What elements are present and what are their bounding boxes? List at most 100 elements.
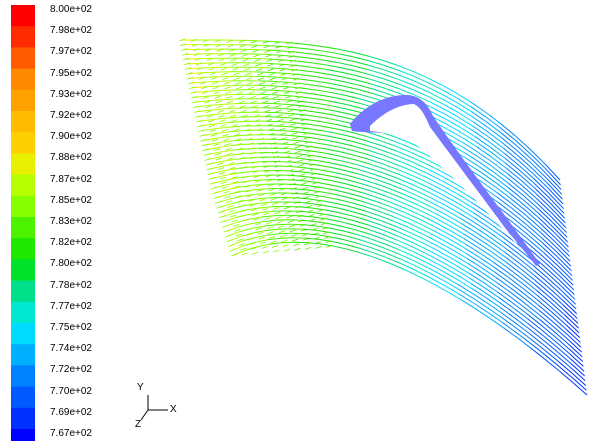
pathline-tick — [315, 245, 322, 249]
pathline-tick — [250, 246, 257, 250]
pathline-segment — [275, 94, 290, 97]
pathline-segment — [435, 231, 451, 241]
pathline-segment — [455, 273, 471, 284]
pathline-segment — [459, 298, 475, 309]
blade-inner-profile — [370, 104, 520, 248]
pathline-segment — [402, 193, 418, 201]
pathline-tick — [259, 198, 266, 202]
pathline-segment — [398, 83, 414, 91]
pathline-segment — [339, 142, 355, 147]
pathline-segment — [414, 94, 430, 103]
pathline-segment — [326, 144, 341, 148]
pathline-segment — [366, 140, 382, 147]
pathline-segment — [333, 110, 349, 115]
color-swatch — [11, 132, 35, 154]
pathline-segment — [312, 66, 327, 71]
pathline-tick — [207, 119, 215, 123]
pathline-segment — [364, 206, 380, 212]
pathline-tick — [222, 77, 229, 80]
pathline-tick — [254, 59, 261, 62]
pathline-tick — [229, 248, 236, 252]
pathline-segment — [496, 191, 512, 204]
pathline-segment — [374, 256, 389, 264]
pathline-segment — [373, 182, 389, 189]
pathline-segment — [541, 329, 556, 343]
pathline-tick — [214, 39, 221, 43]
pathline-segment — [343, 234, 358, 240]
pathline-tick — [230, 214, 237, 218]
pathline-segment — [502, 237, 518, 249]
pathline-tick — [230, 58, 237, 62]
pathline-tick — [325, 240, 332, 244]
pathline-segment — [516, 145, 532, 160]
pathline-segment — [265, 228, 278, 232]
pathline-segment — [351, 206, 366, 212]
pathline-segment — [366, 215, 381, 222]
pathline-segment — [310, 132, 325, 136]
pathline-tick — [205, 110, 213, 113]
pathline-segment — [319, 182, 334, 186]
pathline-segment — [192, 86, 206, 89]
pathline-segment — [548, 291, 564, 306]
color-scale-label: 7.85e+02 — [50, 194, 92, 206]
pathline-segment — [411, 166, 428, 174]
pathline-tick — [293, 243, 300, 247]
pathline-segment — [447, 219, 463, 229]
pathline-tick — [220, 124, 227, 128]
pathline-tick — [217, 210, 224, 214]
pathline-segment — [190, 76, 204, 79]
pathline-segment — [535, 284, 551, 298]
pathline-segment — [488, 136, 504, 149]
pathline-segment — [385, 168, 401, 176]
pathline-segment — [304, 101, 320, 105]
color-swatch — [11, 365, 35, 388]
pathline-segment — [378, 210, 394, 218]
pathline-segment — [544, 257, 560, 272]
pathline-segment — [529, 148, 546, 165]
pathline-tick — [296, 95, 303, 99]
pathline-tick — [199, 81, 207, 85]
pathline-segment — [227, 125, 241, 128]
pathline-tick — [233, 72, 240, 76]
pathline-segment — [494, 181, 511, 194]
pathline-segment — [283, 134, 298, 137]
pathline-segment — [429, 192, 445, 201]
pathline-segment — [526, 224, 543, 239]
pathline-segment — [497, 291, 513, 304]
pathline-tick — [209, 129, 217, 132]
color-swatch — [11, 386, 35, 409]
pathline-segment — [249, 170, 264, 173]
pathline-segment — [485, 297, 501, 308]
pathline-segment — [469, 277, 485, 288]
pathline-tick — [245, 77, 253, 81]
pathline-tick — [326, 245, 333, 248]
pathline-tick — [218, 58, 225, 62]
pathline-segment — [440, 260, 456, 270]
pathline-segment — [242, 237, 255, 242]
pathline-tick — [210, 133, 218, 137]
color-scale-label: 7.74e+02 — [50, 343, 92, 355]
pathline-segment — [358, 173, 374, 179]
pathline-tick — [199, 134, 206, 137]
pathline-segment — [415, 185, 431, 194]
pathline-segment — [530, 249, 546, 264]
pathline-segment — [509, 287, 525, 299]
pathline-segment — [487, 221, 503, 233]
pathline-tick — [272, 95, 280, 99]
pathline-segment — [328, 78, 343, 82]
pathline-tick — [256, 227, 263, 231]
pathline-segment — [334, 114, 350, 120]
color-scale-label: 7.72e+02 — [50, 364, 92, 376]
pathline-tick — [281, 77, 288, 81]
pathline-segment — [396, 69, 412, 76]
pathline-tick — [275, 45, 282, 49]
color-swatch — [11, 47, 35, 70]
pathline-segment — [545, 267, 561, 282]
pathline-segment — [509, 282, 525, 294]
pathline-segment — [312, 141, 327, 146]
pathline-tick — [194, 110, 201, 114]
pathline-tick — [232, 224, 240, 227]
pathline-tick — [250, 100, 257, 104]
pathline-tick — [289, 123, 297, 126]
